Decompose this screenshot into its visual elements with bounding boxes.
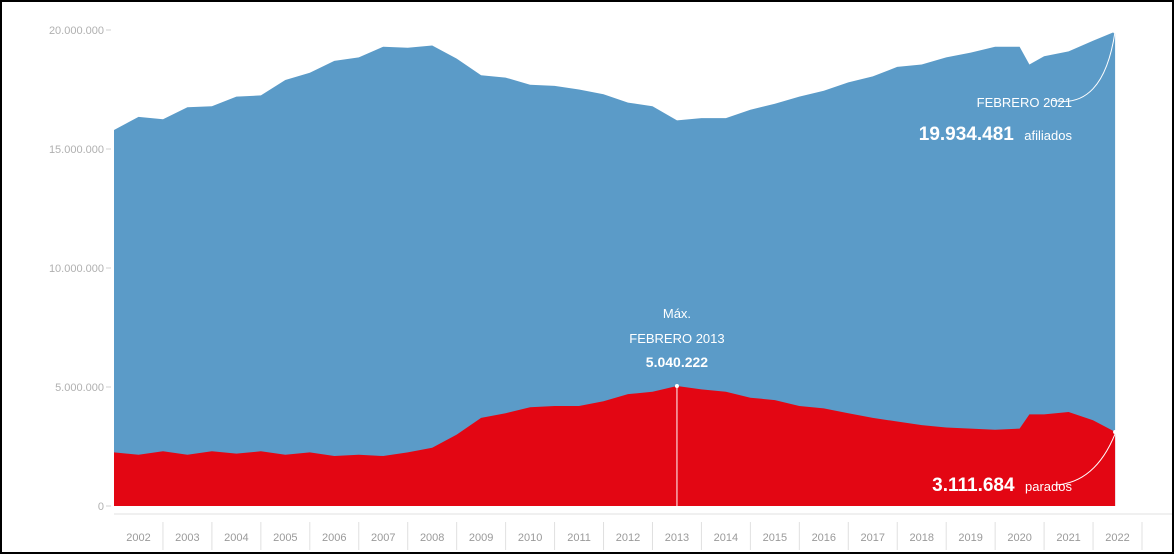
annotations: Máx. FEBRERO 2013 5.040.222 FEBRERO 2021… [629, 29, 1118, 506]
x-tick-label: 2002 [126, 532, 150, 544]
y-tick-label: 10.000.000 [49, 263, 104, 275]
x-tick-label: 2013 [665, 532, 689, 544]
max-value-label: 5.040.222 [646, 354, 708, 370]
afiliados-pointer-curve [1050, 31, 1116, 102]
x-tick-label: 2017 [861, 532, 885, 544]
y-tick-label: 5.000.000 [55, 382, 104, 394]
y-tick-label: 20.000.000 [49, 25, 104, 37]
x-tick-label: 2006 [322, 532, 346, 544]
x-tick-label: 2004 [224, 532, 248, 544]
x-tick-label: 2014 [714, 532, 738, 544]
max-label-line1: Máx. [663, 306, 691, 321]
x-axis: 2002 2003 2004 2005 2006 2007 2008 2009 2010 2011… [114, 513, 1172, 550]
y-tick-label: 0 [98, 501, 104, 513]
parados-value-line: 3.111.684 parados [932, 475, 1072, 496]
x-tick-label: 2016 [812, 532, 836, 544]
parados-marker-dot [1113, 429, 1118, 434]
x-tick-label: 2010 [518, 532, 542, 544]
afiliados-marker-dot [1113, 29, 1118, 34]
afiliados-date-label: FEBRERO 2021 [977, 95, 1072, 110]
parados-value: 3.111.684 [932, 475, 1015, 496]
afiliados-unit: afiliados [1024, 128, 1072, 143]
x-tick-label: 2019 [958, 532, 982, 544]
x-tick-label: 2015 [763, 532, 787, 544]
x-tick-label: 2011 [567, 532, 591, 544]
parados-unit: parados [1025, 479, 1072, 494]
series-area-1 [114, 386, 1116, 506]
y-tick-label: 15.000.000 [49, 144, 104, 156]
x-tick-label: 2008 [420, 532, 444, 544]
max-marker-dot [674, 384, 679, 389]
x-tick-label: 2005 [273, 532, 297, 544]
y-tick-marks [106, 29, 111, 507]
x-tick-label: 2007 [371, 532, 395, 544]
series-area-0 [114, 31, 1116, 506]
afiliados-value: 19.934.481 [919, 124, 1015, 145]
max-label-line2: FEBRERO 2013 [629, 331, 724, 346]
series-areas [114, 31, 1116, 506]
x-tick-label: 2020 [1007, 532, 1031, 544]
x-tick-label: 2018 [909, 532, 933, 544]
y-axis: 20.000.000 15.000.000 10.000.000 5.000.000 0 [49, 25, 104, 513]
x-tick-label: 2003 [175, 532, 199, 544]
afiliados-value-line: 19.934.481 afiliados [919, 124, 1073, 145]
x-tick-label: 2022 [1105, 532, 1129, 544]
x-tick-label: 2009 [469, 532, 493, 544]
x-tick-label: 2012 [616, 532, 640, 544]
x-tick-label: 2021 [1056, 532, 1080, 544]
parados-pointer-curve [1055, 433, 1116, 486]
